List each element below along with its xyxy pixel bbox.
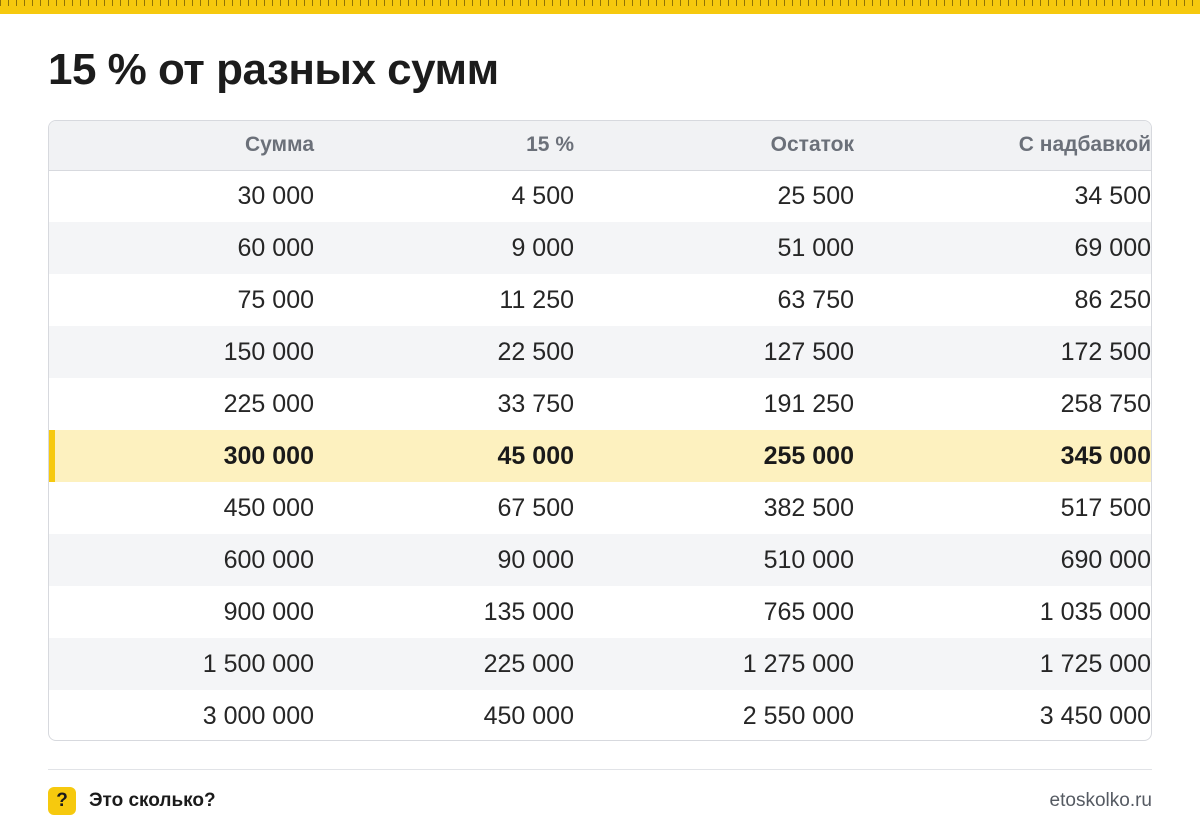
cell-with-markup: 1 035 000 xyxy=(1039,597,1151,626)
cell-remainder: 1 275 000 xyxy=(742,649,854,678)
cell-percent: 45 000 xyxy=(497,441,574,470)
footer-site-link[interactable]: etoskolko.ru xyxy=(1049,790,1152,811)
cell-with-markup: 172 500 xyxy=(1060,337,1151,366)
cell-amount: 1 500 000 xyxy=(202,649,314,678)
column-header-amount: Сумма xyxy=(49,121,314,171)
cell-amount: 300 000 xyxy=(49,430,314,482)
table-row: 1 500 000 225 000 1 275 000 1 725 000 xyxy=(49,638,1151,690)
page-title: 15 % от разных сумм xyxy=(48,45,499,94)
cell-percent: 33 750 xyxy=(497,389,574,418)
cell-remainder: 255 000 xyxy=(763,441,854,470)
table-row: 3 000 000 450 000 2 550 000 3 450 000 xyxy=(49,690,1151,740)
cell-percent: 4 500 xyxy=(511,181,574,210)
cell-remainder: 2 550 000 xyxy=(742,701,854,730)
column-header-remainder: Остаток xyxy=(574,121,854,171)
table-row: 225 000 33 750 191 250 258 750 xyxy=(49,378,1151,430)
cell-amount: 30 000 xyxy=(237,181,314,210)
cell-percent: 9 000 xyxy=(511,233,574,262)
footer-brand: Это сколько? xyxy=(89,790,216,811)
cell-remainder: 510 000 xyxy=(763,545,854,574)
cell-with-markup: 69 000 xyxy=(1074,233,1151,262)
cell-percent: 90 000 xyxy=(497,545,574,574)
footer-divider xyxy=(48,769,1152,770)
table-header-row: Сумма 15 % Остаток С надбавкой xyxy=(49,121,1151,171)
cell-with-markup: 517 500 xyxy=(1060,493,1151,522)
cell-remainder: 191 250 xyxy=(763,389,854,418)
top-ruler-strip xyxy=(0,0,1200,14)
column-header-with-markup: С надбавкой xyxy=(854,121,1151,171)
cell-amount: 450 000 xyxy=(223,493,314,522)
table-row: 900 000 135 000 765 000 1 035 000 xyxy=(49,586,1151,638)
cell-amount: 150 000 xyxy=(223,337,314,366)
cell-amount: 3 000 000 xyxy=(202,701,314,730)
cell-with-markup: 1 725 000 xyxy=(1039,649,1151,678)
cell-amount: 60 000 xyxy=(237,233,314,262)
question-mark-icon: ? xyxy=(48,787,76,815)
table-row: 75 000 11 250 63 750 86 250 xyxy=(49,274,1151,326)
column-header-percent: 15 % xyxy=(314,121,574,171)
cell-remainder: 382 500 xyxy=(763,493,854,522)
cell-amount: 75 000 xyxy=(237,285,314,314)
cell-amount: 900 000 xyxy=(223,597,314,626)
table-row: 150 000 22 500 127 500 172 500 xyxy=(49,326,1151,378)
table-row: 450 000 67 500 382 500 517 500 xyxy=(49,482,1151,534)
table-row: 30 000 4 500 25 500 34 500 xyxy=(49,170,1151,222)
cell-with-markup: 34 500 xyxy=(1074,181,1151,210)
cell-with-markup: 345 000 xyxy=(1060,441,1151,470)
table-body: 30 000 4 500 25 500 34 500 60 000 9 000 51 000… xyxy=(49,170,1151,740)
table-row: 600 000 90 000 510 000 690 000 xyxy=(49,534,1151,586)
table-row-highlighted: 300 000 45 000 255 000 345 000 xyxy=(49,430,1151,482)
cell-amount: 225 000 xyxy=(223,389,314,418)
cell-remainder: 127 500 xyxy=(763,337,854,366)
cell-percent: 135 000 xyxy=(483,597,574,626)
table-header: Сумма 15 % Остаток С надбавкой xyxy=(49,121,1151,171)
cell-remainder: 25 500 xyxy=(777,181,854,210)
table-row: 60 000 9 000 51 000 69 000 xyxy=(49,222,1151,274)
cell-percent: 450 000 xyxy=(483,701,574,730)
cell-with-markup: 86 250 xyxy=(1074,285,1151,314)
percent-table-card: Сумма 15 % Остаток С надбавкой 30 000 4 5… xyxy=(48,120,1152,741)
cell-with-markup: 3 450 000 xyxy=(1039,701,1151,730)
cell-amount: 600 000 xyxy=(223,545,314,574)
percent-table: Сумма 15 % Остаток С надбавкой 30 000 4 5… xyxy=(49,121,1151,740)
cell-percent: 11 250 xyxy=(499,285,574,314)
cell-percent: 225 000 xyxy=(483,649,574,678)
cell-percent: 67 500 xyxy=(497,493,574,522)
cell-remainder: 63 750 xyxy=(777,285,854,314)
cell-with-markup: 258 750 xyxy=(1060,389,1151,418)
cell-remainder: 51 000 xyxy=(777,233,854,262)
cell-percent: 22 500 xyxy=(497,337,574,366)
cell-with-markup: 690 000 xyxy=(1060,545,1151,574)
cell-remainder: 765 000 xyxy=(763,597,854,626)
